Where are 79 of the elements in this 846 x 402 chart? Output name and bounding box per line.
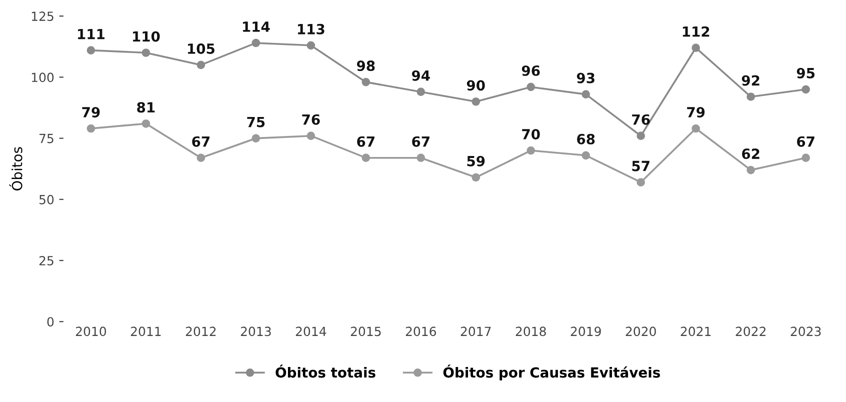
y-tick-label: 125 — [32, 12, 54, 22]
point — [692, 44, 700, 52]
data-label: 98 — [356, 60, 375, 72]
point — [582, 90, 590, 98]
x-tick-label: 2022 — [736, 326, 766, 336]
data-label: 79 — [82, 106, 100, 118]
x-tick-label: 2010 — [76, 326, 106, 336]
point — [86, 46, 96, 54]
data-label: 67 — [412, 136, 430, 147]
point — [362, 78, 370, 86]
point — [636, 178, 646, 186]
x-tick-label: 2020 — [626, 326, 656, 336]
y-tick-label: 50 — [39, 194, 54, 204]
legend-label: Óbitos por Causas Evitáveis — [443, 364, 660, 380]
point — [802, 154, 810, 162]
x-tick-label: 2013 — [240, 326, 271, 336]
point — [142, 48, 150, 57]
y-tick-label: 75 — [40, 134, 54, 144]
y-tick-label: 25 — [39, 256, 54, 266]
point — [142, 119, 150, 128]
point — [692, 124, 700, 133]
point — [472, 97, 480, 106]
point — [416, 88, 426, 96]
x-tick-label: 2019 — [570, 326, 601, 336]
point — [746, 166, 755, 174]
point — [636, 132, 646, 140]
data-label: 76 — [302, 114, 320, 125]
point — [582, 151, 590, 160]
data-label: 111 — [78, 28, 104, 40]
data-label: 112 — [682, 26, 710, 37]
point — [306, 41, 316, 50]
data-label: 114 — [242, 22, 270, 32]
data-label: 75 — [247, 116, 265, 128]
x-tick-label: 2014 — [296, 326, 326, 336]
x-tick-label: 2016 — [406, 326, 436, 336]
y-tick-label: 0 — [47, 317, 54, 327]
point — [196, 60, 206, 70]
data-label: 70 — [522, 128, 540, 140]
point — [252, 38, 260, 48]
x-tick-label: 2011 — [130, 326, 161, 336]
data-label: 92 — [742, 75, 760, 86]
point — [416, 154, 426, 162]
data-label: 110 — [133, 31, 160, 42]
x-tick-label: 2017 — [460, 326, 491, 336]
data-label: 62 — [742, 148, 760, 160]
data-label: 81 — [137, 102, 155, 113]
point — [252, 134, 260, 142]
data-label: 95 — [796, 68, 815, 78]
data-label: 96 — [522, 65, 540, 76]
data-label: 113 — [298, 24, 324, 34]
data-label: 90 — [466, 80, 485, 91]
data-label: 105 — [188, 43, 214, 54]
point — [472, 173, 480, 182]
y-tick-label: 100 — [32, 72, 54, 82]
data-label: 68 — [577, 134, 595, 144]
point — [306, 132, 316, 140]
point — [526, 82, 536, 92]
data-label: 67 — [357, 136, 374, 147]
x-tick-label: 2023 — [790, 326, 821, 336]
point — [802, 85, 810, 94]
point — [86, 124, 96, 133]
data-label: 59 — [467, 156, 485, 166]
y-axis-title: Óbitos — [9, 147, 22, 190]
data-label: 94 — [412, 70, 430, 81]
x-tick-label: 2018 — [516, 326, 546, 336]
data-label: 67 — [192, 136, 210, 147]
x-tick-label: 2015 — [350, 326, 381, 336]
point — [526, 146, 536, 155]
legend-label: Óbitos totais — [276, 364, 376, 378]
x-tick-label: 2021 — [680, 326, 711, 336]
data-label: 93 — [576, 72, 594, 84]
data-label: 67 — [797, 136, 814, 147]
data-label: 57 — [632, 160, 650, 172]
point — [362, 154, 370, 162]
x-tick-label: 2012 — [186, 326, 216, 336]
data-label: 79 — [687, 106, 705, 118]
point — [746, 92, 755, 101]
data-label: 76 — [632, 114, 650, 125]
point — [196, 154, 206, 162]
